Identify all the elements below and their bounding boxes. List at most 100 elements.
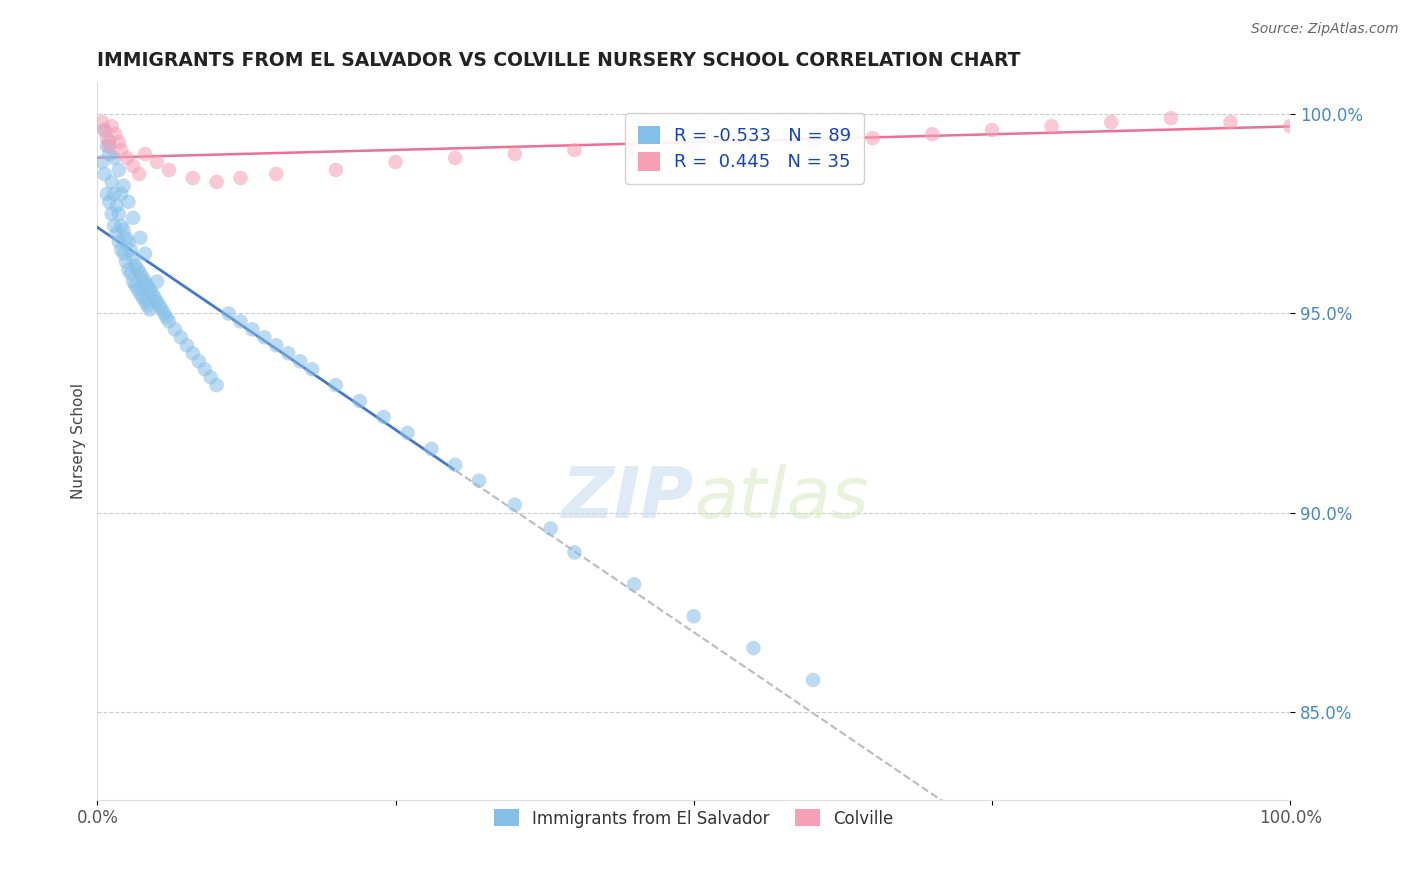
Point: [115, 231, 138, 245]
Point: [117, 262, 139, 277]
Point: [110, 243, 132, 257]
Point: [112, 246, 135, 260]
Text: ZIP: ZIP: [561, 464, 693, 533]
Point: [122, 275, 145, 289]
Point: [564, 545, 586, 559]
Point: [468, 474, 491, 488]
Point: [134, 294, 156, 309]
Point: [921, 127, 943, 141]
Point: [100, 119, 122, 133]
Point: [117, 194, 139, 209]
Point: [325, 378, 347, 392]
Point: [801, 673, 824, 687]
Point: [181, 171, 204, 186]
Point: [205, 378, 228, 392]
Point: [205, 175, 228, 189]
Point: [134, 275, 156, 289]
Point: [325, 163, 347, 178]
Text: Source: ZipAtlas.com: Source: ZipAtlas.com: [1251, 22, 1399, 37]
Point: [623, 577, 645, 591]
Point: [115, 254, 138, 268]
Point: [127, 262, 149, 277]
Point: [131, 270, 153, 285]
Point: [384, 155, 406, 169]
Point: [146, 155, 169, 169]
Point: [181, 346, 204, 360]
Point: [373, 410, 395, 425]
Point: [981, 123, 1004, 137]
Point: [200, 370, 222, 384]
Point: [134, 147, 156, 161]
Point: [503, 147, 526, 161]
Point: [148, 298, 170, 312]
Point: [163, 322, 186, 336]
Point: [229, 171, 252, 186]
Point: [110, 186, 132, 201]
Point: [150, 302, 173, 317]
Point: [682, 609, 704, 624]
Point: [124, 259, 146, 273]
Point: [108, 207, 131, 221]
Point: [1160, 112, 1182, 126]
Point: [122, 211, 145, 225]
Point: [100, 207, 122, 221]
Point: [146, 275, 169, 289]
Point: [91, 115, 114, 129]
Point: [112, 223, 135, 237]
Point: [96, 186, 118, 201]
Point: [301, 362, 323, 376]
Point: [288, 354, 311, 368]
Point: [129, 286, 152, 301]
Point: [264, 338, 287, 352]
Point: [564, 143, 586, 157]
Point: [141, 286, 163, 301]
Point: [264, 167, 287, 181]
Point: [157, 314, 180, 328]
Point: [120, 243, 142, 257]
Point: [139, 302, 162, 317]
Point: [110, 143, 132, 157]
Point: [93, 123, 115, 137]
Point: [277, 346, 299, 360]
Point: [503, 498, 526, 512]
Point: [104, 127, 127, 141]
Point: [444, 458, 467, 472]
Point: [1099, 115, 1122, 129]
Point: [1279, 119, 1302, 133]
Point: [349, 394, 371, 409]
Point: [801, 135, 824, 149]
Point: [93, 167, 115, 181]
Point: [139, 283, 162, 297]
Point: [100, 175, 122, 189]
Point: [170, 330, 193, 344]
Point: [108, 235, 131, 249]
Point: [187, 354, 209, 368]
Point: [146, 294, 169, 309]
Point: [742, 135, 765, 149]
Point: [108, 163, 131, 178]
Point: [143, 291, 166, 305]
Point: [96, 139, 118, 153]
Point: [105, 199, 128, 213]
Point: [124, 278, 146, 293]
Point: [103, 186, 125, 201]
Point: [157, 163, 180, 178]
Point: [120, 267, 142, 281]
Point: [129, 231, 152, 245]
Point: [176, 338, 198, 352]
Point: [93, 123, 115, 137]
Point: [98, 147, 121, 161]
Point: [96, 131, 118, 145]
Point: [136, 278, 159, 293]
Point: [98, 139, 121, 153]
Legend: Immigrants from El Salvador, Colville: Immigrants from El Salvador, Colville: [488, 803, 900, 834]
Point: [103, 151, 125, 165]
Point: [122, 251, 145, 265]
Point: [105, 227, 128, 241]
Point: [862, 131, 884, 145]
Point: [253, 330, 276, 344]
Point: [103, 219, 125, 233]
Point: [112, 178, 135, 193]
Point: [540, 522, 562, 536]
Text: atlas: atlas: [693, 464, 869, 533]
